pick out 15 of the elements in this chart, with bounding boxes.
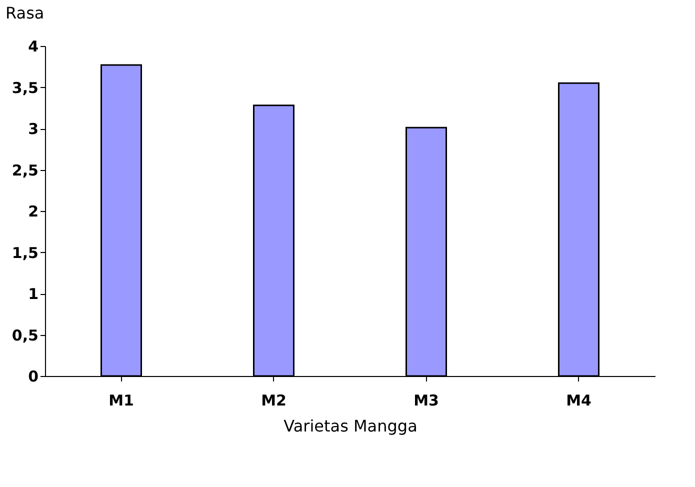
x-axis-title: Varietas Mangga (284, 416, 418, 436)
y-tick-label: 2 (28, 202, 38, 220)
y-tick-label: 2,5 (12, 161, 38, 180)
y-tick-label: 3,5 (12, 78, 38, 97)
x-tick-label: M3 (414, 392, 439, 410)
y-tick-label: 1 (28, 285, 38, 303)
y-tick-label: 0 (28, 368, 38, 386)
y-axis-title: Rasa (6, 4, 44, 22)
y-tick-label: 1,5 (12, 244, 38, 262)
x-tick-label: M2 (261, 392, 286, 410)
y-tick-label: 3 (28, 120, 38, 138)
y-tick-label: 4 (28, 38, 38, 56)
y-tick-label: 0,5 (12, 326, 38, 344)
x-tick-label: M4 (566, 392, 592, 410)
x-tick-label: M1 (108, 392, 134, 410)
